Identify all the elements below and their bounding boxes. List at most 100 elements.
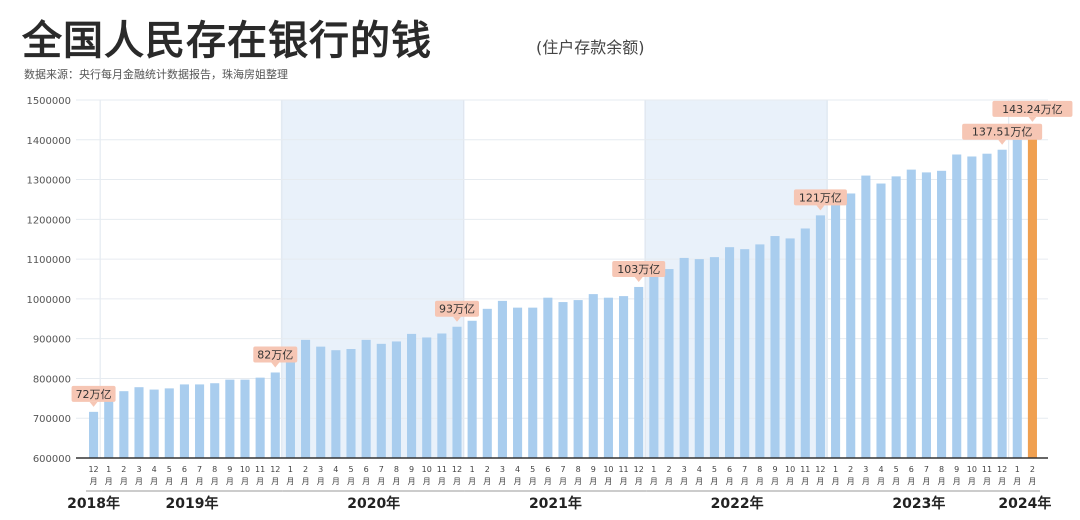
x-tick-unit: 月 [423,477,431,486]
x-tick-unit: 月 [816,477,824,486]
bar [906,169,916,458]
x-tick-label: 1 [833,465,838,474]
bar [891,176,901,458]
x-tick-unit: 月 [105,477,113,486]
bar [664,269,674,458]
x-tick-label: 11 [437,465,447,474]
x-tick-label: 8 [394,465,399,474]
x-tick-unit: 月 [650,477,658,486]
bar [210,383,220,458]
x-tick-label: 7 [379,465,384,474]
annotation-box [612,260,666,277]
x-tick-label: 9 [227,465,232,474]
x-tick-label: 3 [500,465,505,474]
y-tick-label: 1300000 [26,176,71,187]
bar [573,300,583,458]
x-tick-label: 12 [815,465,825,474]
bar [709,257,719,458]
bar [800,228,810,458]
x-tick-unit: 月 [286,477,294,486]
x-tick-unit: 月 [211,477,219,486]
x-tick-unit: 月 [695,477,703,486]
x-tick-unit: 月 [529,477,537,486]
data-source-note: 数据来源：央行每月金融统计数据报告，珠海房姐整理 [24,68,288,81]
bar [679,257,689,458]
x-tick-label: 2 [1030,465,1035,474]
x-tick-label: 7 [197,465,202,474]
x-tick-unit: 月 [377,477,385,486]
year-label: 2023年 [892,495,945,512]
x-tick-label: 3 [682,465,687,474]
bar [376,343,386,458]
bar [164,388,174,458]
bar [785,238,795,458]
x-tick-label: 12 [88,465,98,474]
x-tick-label: 3 [863,465,868,474]
bar [846,193,856,458]
year-band [644,100,828,458]
y-tick-label: 1400000 [26,136,71,147]
bar [195,384,205,458]
y-tick-label: 1200000 [26,215,71,226]
y-tick-label: 800000 [33,374,71,385]
x-tick-label: 10 [422,465,432,474]
x-tick-label: 1 [106,465,111,474]
bar [255,377,265,458]
data-label: 121万亿 [799,191,842,204]
bar [603,297,613,458]
bar [740,249,750,458]
y-tick-label: 700000 [33,414,71,425]
x-tick-unit: 月 [953,477,961,486]
x-tick-label: 7 [924,465,929,474]
y-tick-label: 900000 [33,335,71,346]
bar [634,286,644,458]
bar [240,379,250,458]
bar [149,389,159,458]
x-tick-unit: 月 [120,477,128,486]
bar [694,259,704,458]
bar [755,244,765,458]
x-tick-unit: 月 [801,477,809,486]
x-tick-unit: 月 [847,477,855,486]
bar [270,372,280,458]
bar [437,333,447,458]
x-tick-label: 9 [409,465,414,474]
bar [921,172,931,458]
bar [467,320,477,458]
x-tick-unit: 月 [347,477,355,486]
bar [225,379,235,458]
x-tick-label: 11 [800,465,810,474]
x-tick-label: 5 [348,465,353,474]
x-tick-label: 2 [303,465,308,474]
x-tick-label: 1 [470,465,475,474]
x-tick-label: 8 [212,465,217,474]
x-tick-label: 4 [333,465,338,474]
x-tick-label: 2 [666,465,671,474]
bar [361,339,371,458]
x-tick-unit: 月 [907,477,915,486]
x-tick-unit: 月 [256,477,264,486]
bar [119,391,129,458]
x-tick-label: 7 [742,465,747,474]
x-tick-unit: 月 [196,477,204,486]
annotation-pointer [998,139,1007,145]
x-tick-unit: 月 [968,477,976,486]
x-tick-label: 4 [152,465,157,474]
x-tick-label: 6 [727,465,732,474]
bar [331,350,341,458]
bar [482,308,492,458]
x-tick-unit: 月 [604,477,612,486]
x-tick-label: 12 [997,465,1007,474]
x-tick-unit: 月 [90,477,98,486]
x-tick-label: 12 [452,465,462,474]
x-tick-unit: 月 [983,477,991,486]
x-tick-unit: 月 [317,477,325,486]
page-title: 全国人民存在银行的钱 [22,18,432,64]
x-tick-unit: 月 [332,477,340,486]
bar [285,354,295,458]
x-tick-label: 1 [651,465,656,474]
annotation-pointer [816,205,825,211]
x-tick-label: 9 [591,465,596,474]
x-tick-unit: 月 [862,477,870,486]
